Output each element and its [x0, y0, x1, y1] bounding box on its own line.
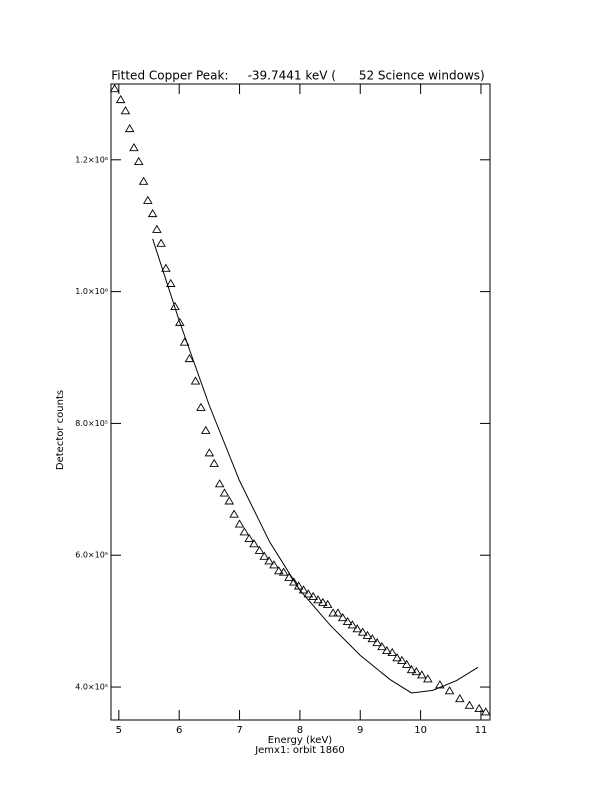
data-point — [138, 176, 149, 185]
data-point — [224, 496, 235, 505]
data-point — [352, 624, 363, 633]
data-point — [289, 577, 299, 586]
data-point — [175, 317, 185, 326]
data-point — [455, 694, 465, 703]
data-point — [264, 556, 274, 565]
x-tick-label: 10 — [414, 725, 427, 736]
data-point — [229, 509, 239, 518]
y-tick-label: 6.0×10⁵ — [75, 551, 108, 560]
data-point — [417, 670, 427, 679]
y-axis-label: Detector counts — [55, 390, 66, 470]
data-point — [377, 641, 387, 651]
subtitle: Jemx1: orbit 1860 — [254, 745, 345, 756]
data-point — [278, 567, 289, 576]
x-tick-label: 9 — [357, 725, 363, 736]
data-point — [423, 674, 433, 683]
data-point — [298, 585, 309, 594]
data-point — [337, 612, 348, 622]
data-point — [308, 591, 318, 601]
data-point — [474, 703, 484, 713]
data-point — [214, 479, 225, 488]
data-point — [318, 597, 328, 606]
data-point — [219, 488, 230, 497]
data-point — [190, 376, 201, 385]
data-point — [244, 533, 254, 543]
data-point — [196, 402, 206, 411]
chart-title: Fitted Copper Peak: -39.7441 keV ( 52 Sc… — [111, 69, 484, 83]
data-point — [143, 195, 153, 204]
y-tick-label: 1.0×10⁶ — [75, 287, 108, 296]
data-point — [147, 208, 158, 218]
x-tick-label: 5 — [116, 725, 122, 736]
data-point — [170, 301, 180, 311]
data-point — [401, 659, 412, 668]
data-point — [129, 143, 139, 152]
data-point — [392, 653, 402, 662]
data-point — [254, 545, 265, 554]
data-point — [362, 630, 373, 639]
data-point — [411, 667, 422, 676]
x-tick-label: 7 — [236, 725, 242, 736]
data-point — [382, 645, 392, 655]
data-point — [124, 123, 135, 133]
data-point — [204, 448, 215, 457]
x-tick-label: 8 — [297, 725, 303, 736]
data-point — [161, 263, 171, 272]
data-point — [333, 608, 343, 617]
data-point — [156, 238, 166, 247]
data-point — [313, 595, 323, 604]
data-point — [269, 560, 279, 569]
data-point — [200, 425, 211, 434]
data-point — [273, 566, 284, 575]
data-point — [372, 638, 382, 647]
data-point — [464, 700, 475, 709]
data-point — [239, 527, 250, 536]
x-tick-label: 6 — [176, 725, 182, 736]
data-point — [209, 458, 219, 467]
data-point — [109, 83, 120, 93]
data-point — [480, 707, 491, 716]
fit-line — [152, 238, 479, 694]
data-point — [328, 608, 338, 617]
data-point — [133, 156, 144, 166]
plot-frame — [110, 83, 491, 721]
data-point — [406, 665, 417, 674]
data-point — [357, 627, 368, 636]
data-point — [120, 106, 131, 115]
data-point — [152, 224, 162, 233]
data-point — [347, 620, 358, 629]
y-tick-label: 8.0×10⁵ — [75, 419, 108, 428]
data-point — [234, 519, 245, 528]
data-point — [322, 599, 333, 608]
data-point — [284, 572, 294, 581]
y-tick-label: 4.0×10⁵ — [75, 683, 108, 692]
data-point — [444, 686, 455, 695]
data-point — [115, 94, 126, 104]
y-tick-label: 1.2×10⁶ — [75, 155, 108, 164]
data-point — [303, 589, 314, 598]
data-point — [367, 634, 378, 643]
x-axis-label: Energy (keV) — [268, 735, 333, 746]
data-point — [397, 655, 407, 664]
data-point — [259, 551, 270, 560]
data-point — [165, 278, 176, 287]
data-point — [249, 539, 259, 548]
data-point — [342, 616, 353, 626]
data-point — [184, 353, 195, 363]
data-point — [387, 647, 398, 657]
x-tick-label: 11 — [475, 725, 488, 736]
